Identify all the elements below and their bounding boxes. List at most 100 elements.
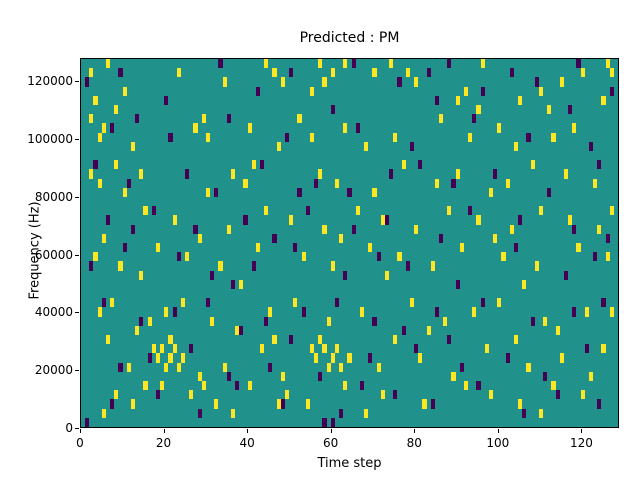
heatmap-cell (172, 307, 177, 317)
heatmap-cell (247, 123, 252, 133)
heatmap-cell (476, 105, 481, 115)
heatmap-cell (314, 178, 319, 188)
x-tick-mark (163, 429, 165, 433)
x-tick-label: 80 (406, 436, 422, 450)
heatmap-cell (105, 59, 111, 69)
heatmap-cell (343, 381, 348, 391)
heatmap-cell (505, 178, 510, 188)
heatmap-cell (168, 353, 173, 363)
heatmap-cell (243, 215, 248, 225)
y-tick-mark (75, 312, 79, 314)
heatmap-cell (488, 187, 494, 197)
heatmap-cell (297, 187, 302, 197)
heatmap-cell (372, 187, 377, 197)
heatmap-cell (484, 344, 489, 354)
heatmap-cell (201, 114, 206, 124)
heatmap-cell (185, 252, 190, 262)
heatmap-cell (534, 77, 539, 87)
heatmap-cell (601, 95, 606, 105)
heatmap-cell (572, 307, 577, 317)
heatmap-cell (551, 132, 556, 142)
heatmap-cell (126, 362, 131, 372)
heatmap-cell (359, 307, 365, 317)
heatmap-cell (135, 114, 140, 124)
heatmap-cell (205, 132, 211, 142)
y-tick-mark (75, 196, 79, 198)
heatmap-cell (593, 252, 598, 262)
heatmap-cell (580, 390, 585, 400)
heatmap-cell (330, 417, 335, 427)
heatmap-cell (218, 59, 223, 69)
heatmap-cell (384, 270, 390, 280)
y-tick-label: 20000 (34, 363, 73, 378)
y-tick-label: 60000 (34, 247, 73, 262)
heatmap-cell (513, 141, 519, 151)
heatmap-cell (463, 381, 469, 391)
heatmap-cell (164, 307, 169, 317)
heatmap-cell (189, 344, 194, 354)
heatmap-cell (430, 261, 435, 271)
heatmap-cell (251, 160, 256, 170)
heatmap-cell (214, 399, 219, 409)
heatmap-cell (426, 325, 431, 335)
heatmap-cell (555, 390, 560, 400)
heatmap-cell (609, 68, 614, 78)
heatmap-cell (543, 316, 548, 326)
heatmap-cell (584, 307, 589, 317)
heatmap-cell (414, 224, 419, 234)
heatmap-cell (472, 114, 477, 124)
heatmap-cell (593, 178, 598, 188)
heatmap-cell (538, 206, 544, 216)
heatmap-cell (414, 77, 419, 87)
heatmap-cell (260, 344, 265, 354)
heatmap-cell (434, 178, 439, 188)
heatmap-cell (164, 95, 169, 105)
heatmap-cell (543, 371, 548, 381)
heatmap-cell (401, 325, 406, 335)
x-tick-mark (414, 429, 416, 433)
heatmap-cell (401, 160, 406, 170)
heatmap-cell (526, 362, 531, 372)
heatmap-cell (264, 206, 269, 216)
heatmap-cell (114, 105, 119, 115)
heatmap-cell (455, 95, 460, 105)
heatmap-cell (235, 381, 240, 391)
heatmap-cell (151, 206, 156, 216)
heatmap-cell (518, 399, 523, 409)
heatmap-cell (359, 381, 365, 391)
heatmap-cell (439, 114, 444, 124)
heatmap-cell (601, 344, 606, 354)
heatmap-cell (588, 141, 594, 151)
heatmap-cell (130, 399, 136, 409)
heatmap-cell (222, 362, 227, 372)
heatmap-cell (605, 59, 610, 69)
heatmap-cell (280, 399, 285, 409)
heatmap-cell (418, 353, 423, 363)
x-tick-mark (80, 429, 81, 433)
heatmap-cell (468, 206, 473, 216)
heatmap-cell (530, 316, 535, 326)
heatmap-cell (210, 316, 215, 326)
heatmap-cell (580, 68, 585, 78)
heatmap-cell (230, 408, 236, 418)
heatmap-cell (384, 215, 390, 225)
heatmap-cell (530, 160, 535, 170)
heatmap-cell (330, 105, 335, 115)
heatmap-cell (309, 344, 315, 354)
heatmap-cell (455, 169, 460, 179)
heatmap-cell (389, 59, 394, 69)
heatmap-cell (430, 399, 435, 409)
heatmap-cell (572, 224, 577, 234)
heatmap-cell (114, 390, 119, 400)
heatmap-cell (126, 178, 131, 188)
heatmap-cell (293, 243, 298, 253)
x-tick-mark (497, 429, 499, 433)
heatmap-cell (226, 114, 231, 124)
heatmap-cell (105, 335, 111, 345)
heatmap-cell (468, 132, 473, 142)
heatmap-cell (568, 215, 573, 225)
heatmap-cell (538, 86, 544, 96)
heatmap-cell (122, 187, 127, 197)
heatmap-cell (518, 215, 523, 225)
y-tick-label: 0 (65, 421, 73, 435)
